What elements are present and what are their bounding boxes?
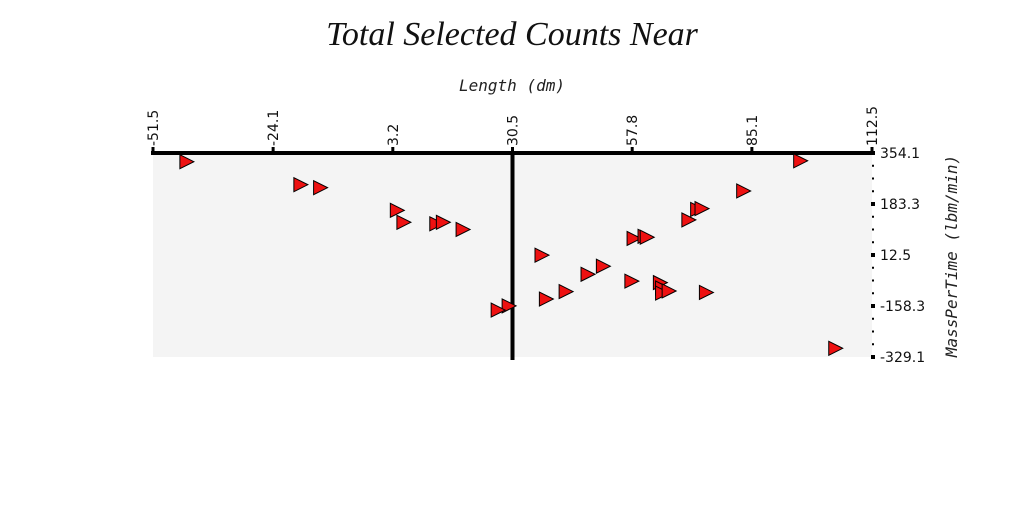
data-point xyxy=(558,283,575,300)
y-minor-tick xyxy=(872,292,874,295)
x-tick-label: -24.1 xyxy=(266,110,282,146)
y-minor-tick xyxy=(872,177,874,180)
data-points xyxy=(179,152,844,357)
y-minor-tick xyxy=(872,343,874,346)
data-point xyxy=(389,202,406,219)
data-point xyxy=(490,302,507,318)
data-point xyxy=(698,284,715,301)
data-point xyxy=(580,266,597,283)
y-tick-label: 12.5 xyxy=(880,248,911,264)
y-minor-tick xyxy=(872,330,874,333)
x-tick-label: 57.8 xyxy=(625,115,641,146)
y-tick-label: -329.1 xyxy=(880,350,925,366)
y-tick-mark xyxy=(871,253,875,257)
data-point xyxy=(501,298,518,314)
x-tick-label: 85.1 xyxy=(745,115,761,146)
data-point xyxy=(828,340,844,357)
data-point xyxy=(455,221,472,238)
x-tick-label: 3.2 xyxy=(386,124,402,146)
y-minor-tick xyxy=(872,190,874,193)
data-point xyxy=(396,214,413,231)
y-minor-tick xyxy=(872,317,874,320)
x-tick-label: 30.5 xyxy=(506,115,522,146)
y-minor-tick xyxy=(872,228,874,231)
data-point xyxy=(694,200,711,217)
data-point xyxy=(793,152,809,169)
x-tick-label: 112.5 xyxy=(865,106,881,146)
y-minor-tick xyxy=(872,279,874,282)
y-tick-mark xyxy=(871,355,875,359)
data-point xyxy=(736,183,752,199)
data-point xyxy=(626,230,643,247)
y-minor-tick xyxy=(872,266,874,269)
chart-title: Total Selected Counts Near xyxy=(326,16,699,53)
data-point xyxy=(538,291,555,307)
data-point xyxy=(313,179,329,196)
y-tick-label: 183.3 xyxy=(880,197,920,213)
data-point xyxy=(595,258,612,275)
x-axis-label: Length (dm) xyxy=(459,76,565,95)
y-minor-tick xyxy=(872,215,874,218)
y-tick-mark xyxy=(871,304,875,308)
y-axis-label: MassPerTime (lbm/min) xyxy=(942,155,961,358)
data-point xyxy=(639,229,656,246)
x-axis-ticks: -51.5 -24.1 3.2 30.5 57.8 85.1 112.5 xyxy=(146,106,881,153)
data-point xyxy=(661,283,678,299)
data-point xyxy=(293,176,309,193)
data-point xyxy=(179,153,195,170)
data-point xyxy=(681,212,697,228)
y-tick-label: 354.1 xyxy=(880,146,920,162)
y-minor-tick xyxy=(872,164,874,167)
y-tick-label: -158.3 xyxy=(880,299,925,315)
y-axis-ticks: 354.1 183.3 12.5 -158.3 -329.1 xyxy=(871,146,925,366)
data-point xyxy=(624,273,640,289)
y-tick-mark xyxy=(871,202,875,206)
y-tick-mark xyxy=(871,151,875,155)
y-minor-tick xyxy=(872,241,874,244)
data-point xyxy=(534,247,551,263)
data-point xyxy=(435,214,452,231)
x-tick-label: -51.5 xyxy=(146,110,162,146)
